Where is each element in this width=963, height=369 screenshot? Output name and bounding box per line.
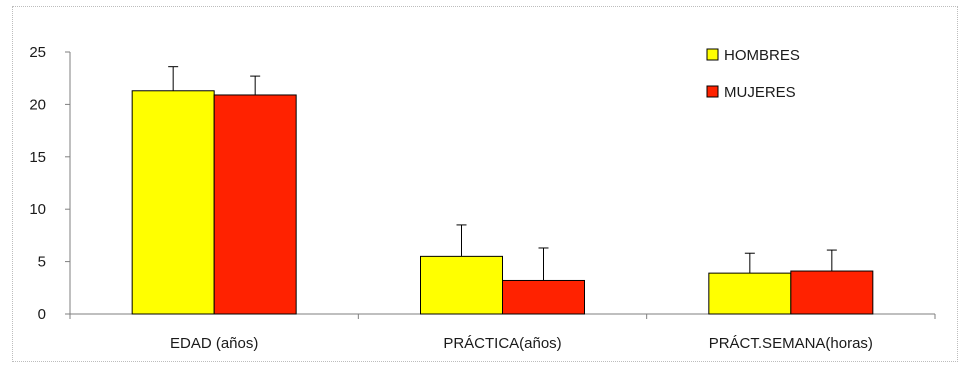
y-tick-label: 0 (38, 306, 46, 323)
y-tick-label: 5 (38, 254, 46, 271)
legend-swatch (706, 85, 719, 98)
bar-hombres (420, 255, 503, 315)
bar-mujeres (213, 94, 297, 315)
y-tick-label: 25 (29, 44, 46, 61)
x-category-label: EDAD (años) (170, 335, 258, 352)
legend-label: HOMBRES (724, 47, 800, 64)
y-tick-label: 15 (29, 149, 46, 166)
legend-label: MUJERES (724, 84, 796, 101)
y-tick-label: 10 (29, 201, 46, 218)
chart-frame (12, 6, 958, 362)
x-category-label: PRÁCTICA(años) (443, 335, 561, 352)
legend-swatch (706, 48, 719, 61)
y-tick-label: 20 (29, 96, 46, 113)
bar-mujeres (790, 270, 874, 315)
bar-mujeres (502, 279, 585, 315)
bar-hombres (708, 272, 792, 315)
bar-hombres (131, 90, 215, 315)
x-category-label: PRÁCT.SEMANA(horas) (709, 335, 873, 352)
